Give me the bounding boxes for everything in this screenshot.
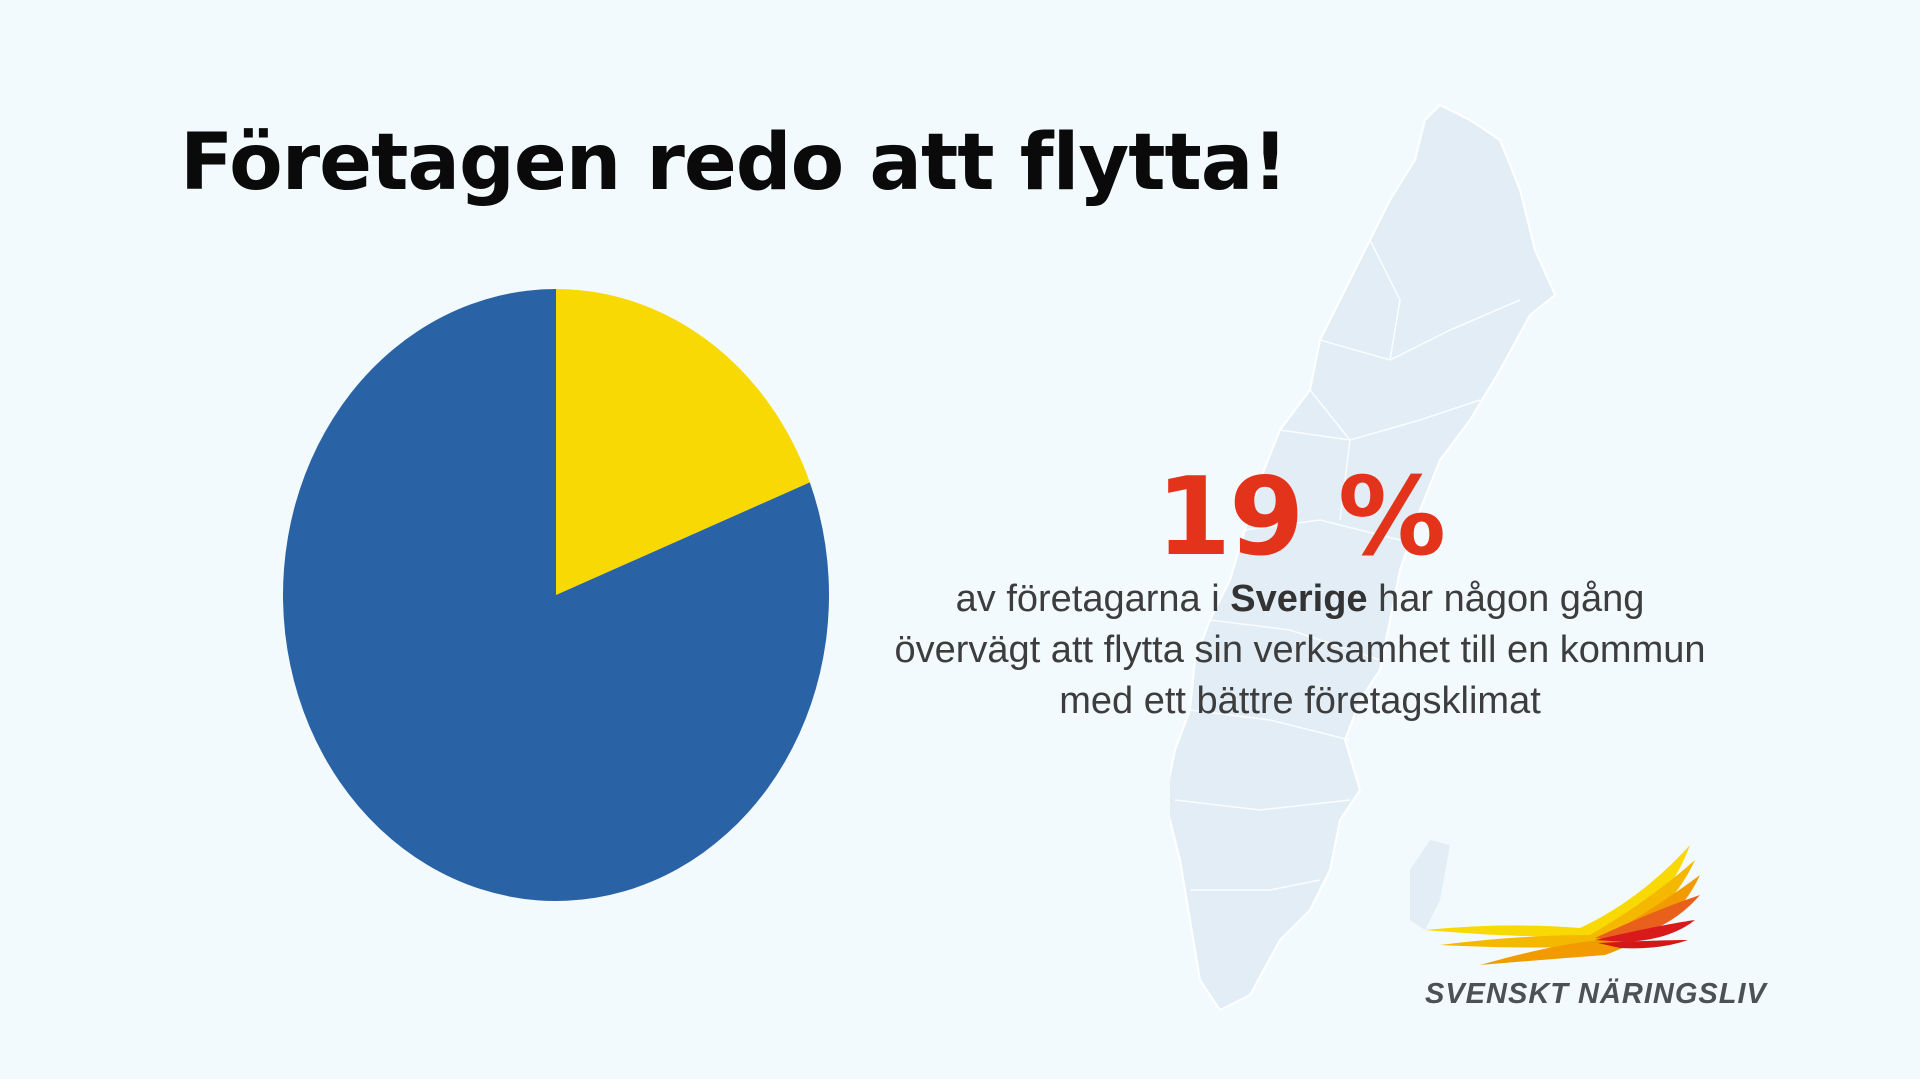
desc-text: av företagarna i — [955, 578, 1231, 620]
desc-line-3: med ett bättre företagsklimat — [1059, 680, 1541, 722]
logo-text: SVENSKT NÄRINGSLIV — [1425, 978, 1767, 1010]
stat-value: 19 % — [1155, 455, 1446, 580]
pie-slice-1 — [283, 289, 829, 901]
pie-slice-0 — [556, 289, 810, 595]
stat-description: av företagarna i Sverige har någon gång … — [830, 574, 1770, 727]
desc-text: har någon gång — [1367, 578, 1645, 620]
logo-wing-icon — [1425, 845, 1700, 965]
desc-line-2: övervägt att flytta sin verksamhet till … — [894, 629, 1706, 671]
desc-bold-country: Sverige — [1230, 578, 1368, 620]
page-title: Företagen redo att flytta! — [180, 118, 1288, 208]
pie-chart — [283, 289, 829, 901]
desc-line-1: av företagarna i Sverige har någon gång — [830, 574, 1770, 625]
sweden-map-background — [1170, 103, 1557, 1012]
